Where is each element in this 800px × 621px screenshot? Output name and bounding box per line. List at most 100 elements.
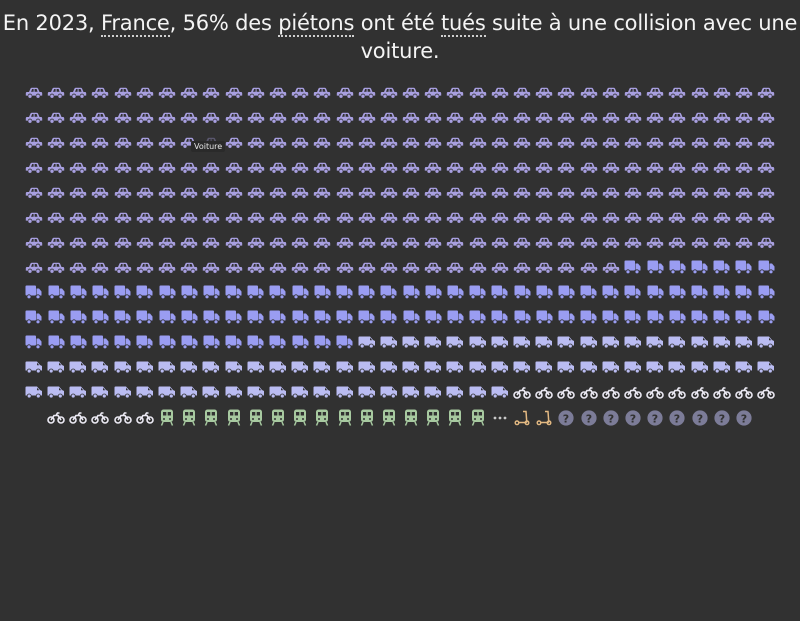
car-icon[interactable] — [289, 133, 311, 153]
car-icon[interactable] — [223, 183, 245, 203]
truck-icon[interactable] — [733, 283, 755, 303]
car-icon[interactable] — [733, 158, 755, 178]
truck-icon[interactable] — [511, 308, 533, 328]
car-icon[interactable] — [45, 133, 67, 153]
truck-icon[interactable] — [511, 283, 533, 303]
van-icon[interactable] — [267, 358, 289, 378]
car-icon[interactable] — [578, 108, 600, 128]
truck-icon[interactable] — [711, 308, 733, 328]
van-icon[interactable] — [578, 333, 600, 353]
truck-icon[interactable] — [45, 333, 67, 353]
truck-icon[interactable] — [444, 308, 466, 328]
moto-icon[interactable] — [755, 383, 777, 403]
truck-icon[interactable] — [422, 283, 444, 303]
van-icon[interactable] — [444, 383, 466, 403]
van-icon[interactable] — [467, 358, 489, 378]
truck-icon[interactable] — [245, 333, 267, 353]
car-icon[interactable] — [178, 83, 200, 103]
truck-icon[interactable] — [311, 333, 333, 353]
car-icon[interactable] — [112, 83, 134, 103]
car-icon[interactable] — [444, 158, 466, 178]
car-icon[interactable] — [688, 183, 710, 203]
car-icon[interactable] — [200, 83, 222, 103]
car-icon[interactable] — [23, 183, 45, 203]
car-icon[interactable] — [688, 133, 710, 153]
car-icon[interactable] — [89, 133, 111, 153]
car-icon[interactable] — [578, 133, 600, 153]
car-icon[interactable] — [666, 183, 688, 203]
truck-icon[interactable] — [400, 283, 422, 303]
car-icon[interactable] — [378, 258, 400, 278]
truck-icon[interactable] — [89, 333, 111, 353]
car-icon[interactable] — [755, 158, 777, 178]
truck-icon[interactable] — [489, 283, 511, 303]
truck-icon[interactable] — [555, 283, 577, 303]
car-icon[interactable] — [600, 108, 622, 128]
car-icon[interactable] — [467, 158, 489, 178]
unknown-icon[interactable]: ? — [555, 408, 577, 428]
car-icon[interactable] — [289, 208, 311, 228]
car-icon[interactable] — [289, 233, 311, 253]
car-icon[interactable] — [134, 133, 156, 153]
van-icon[interactable] — [311, 358, 333, 378]
car-icon[interactable] — [533, 233, 555, 253]
van-icon[interactable] — [245, 383, 267, 403]
truck-icon[interactable] — [578, 308, 600, 328]
truck-icon[interactable] — [600, 308, 622, 328]
car-icon[interactable] — [223, 233, 245, 253]
car-icon[interactable] — [356, 133, 378, 153]
car-icon[interactable] — [89, 233, 111, 253]
car-icon[interactable] — [511, 258, 533, 278]
truck-icon[interactable] — [178, 308, 200, 328]
truck-icon[interactable] — [644, 283, 666, 303]
car-icon[interactable] — [378, 158, 400, 178]
van-icon[interactable] — [223, 358, 245, 378]
car-icon[interactable] — [112, 183, 134, 203]
van-icon[interactable] — [511, 358, 533, 378]
moto-icon[interactable] — [622, 383, 644, 403]
van-icon[interactable] — [688, 333, 710, 353]
van-icon[interactable] — [444, 358, 466, 378]
car-icon[interactable] — [267, 208, 289, 228]
truck-icon[interactable] — [622, 283, 644, 303]
car-icon[interactable] — [289, 183, 311, 203]
truck-icon[interactable] — [733, 258, 755, 278]
car-icon[interactable] — [555, 108, 577, 128]
car-icon[interactable] — [622, 108, 644, 128]
moto-icon[interactable] — [67, 408, 89, 428]
moto-icon[interactable] — [733, 383, 755, 403]
truck-icon[interactable] — [89, 283, 111, 303]
van-icon[interactable] — [666, 333, 688, 353]
car-icon[interactable] — [644, 108, 666, 128]
scooter-icon[interactable] — [533, 408, 555, 428]
van-icon[interactable] — [400, 383, 422, 403]
car-icon[interactable] — [711, 183, 733, 203]
car-icon[interactable] — [311, 183, 333, 203]
car-icon[interactable] — [156, 208, 178, 228]
moto-icon[interactable] — [112, 408, 134, 428]
truck-icon[interactable] — [533, 283, 555, 303]
car-icon[interactable] — [178, 208, 200, 228]
moto-icon[interactable] — [511, 383, 533, 403]
car-icon[interactable] — [45, 258, 67, 278]
car-icon[interactable] — [600, 233, 622, 253]
train-icon[interactable] — [311, 408, 333, 428]
car-icon[interactable] — [555, 83, 577, 103]
car-icon[interactable] — [289, 158, 311, 178]
van-icon[interactable] — [356, 383, 378, 403]
truck-icon[interactable] — [467, 308, 489, 328]
car-icon[interactable] — [89, 108, 111, 128]
car-icon[interactable] — [311, 158, 333, 178]
van-icon[interactable] — [178, 383, 200, 403]
car-icon[interactable] — [755, 233, 777, 253]
car-icon[interactable] — [23, 83, 45, 103]
car-icon[interactable] — [467, 108, 489, 128]
car-icon[interactable] — [711, 158, 733, 178]
truck-icon[interactable] — [156, 308, 178, 328]
car-icon[interactable] — [134, 233, 156, 253]
unknown-icon[interactable]: ? — [644, 408, 666, 428]
car-icon[interactable] — [467, 83, 489, 103]
car-icon[interactable] — [467, 258, 489, 278]
unknown-icon[interactable]: ? — [688, 408, 710, 428]
car-icon[interactable] — [444, 108, 466, 128]
